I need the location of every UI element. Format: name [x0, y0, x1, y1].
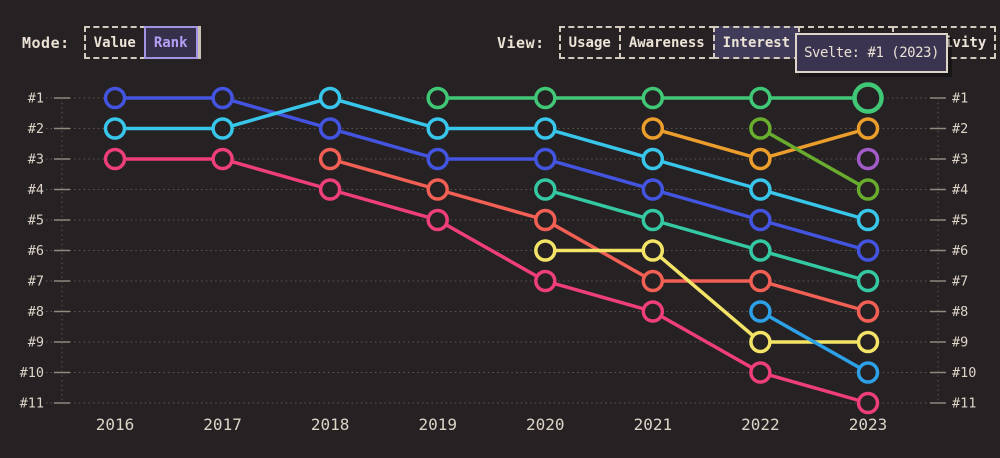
rank-label-right: #7 — [952, 274, 968, 290]
series-line-coral — [329, 157, 869, 314]
year-label: 2021 — [634, 415, 673, 434]
chart-marker[interactable] — [856, 147, 880, 171]
rank-label-left: #5 — [28, 213, 44, 229]
year-label: 2016 — [96, 415, 135, 434]
chart-marker[interactable] — [749, 208, 772, 232]
year-label: 2022 — [741, 415, 780, 434]
chart-marker[interactable] — [641, 239, 665, 262]
chart-marker[interactable] — [641, 208, 665, 232]
chart-marker[interactable] — [641, 147, 665, 171]
chart-marker[interactable] — [856, 208, 880, 232]
chart-marker[interactable] — [426, 117, 449, 140]
chart-marker[interactable] — [749, 178, 772, 201]
chart-marker[interactable] — [103, 117, 127, 140]
year-label: 2023 — [849, 415, 888, 434]
rank-label-right: #9 — [952, 335, 968, 351]
chart-marker[interactable] — [534, 147, 557, 171]
rank-label-left: #2 — [28, 121, 44, 137]
series-line-indigo — [115, 96, 869, 253]
mode-rank-button[interactable]: Rank — [143, 26, 198, 59]
chart-marker[interactable] — [856, 239, 880, 262]
chart-marker[interactable] — [641, 300, 665, 323]
rank-label-right: #10 — [952, 365, 976, 381]
chart-marker[interactable] — [426, 86, 449, 110]
chart-marker[interactable] — [534, 86, 557, 110]
chart-marker[interactable] — [856, 269, 880, 293]
chart-marker[interactable] — [318, 86, 342, 110]
chart-marker[interactable] — [749, 300, 772, 323]
rank-label-right: #6 — [952, 243, 968, 259]
chart-marker[interactable] — [426, 208, 449, 232]
chart-marker[interactable] — [641, 178, 665, 201]
chart-marker[interactable] — [856, 300, 880, 323]
view-label: View: — [497, 33, 545, 52]
rank-label-left: #10 — [20, 365, 44, 381]
chart-marker[interactable] — [749, 269, 772, 293]
rank-label-right: #3 — [952, 152, 968, 168]
rank-label-left: #7 — [28, 274, 44, 290]
chart-marker[interactable] — [318, 147, 342, 171]
year-label: 2019 — [418, 415, 457, 434]
chart-marker[interactable] — [641, 117, 665, 140]
view-usage-button[interactable]: Usage — [558, 26, 621, 59]
series-line-teal — [544, 187, 869, 283]
chart-marker[interactable] — [103, 86, 127, 110]
chart-marker[interactable] — [749, 239, 772, 262]
series-line-magenta — [115, 157, 869, 405]
mode-value-button[interactable]: Value — [83, 26, 146, 59]
rank-label-right: #11 — [952, 396, 976, 412]
chart-marker[interactable] — [641, 86, 665, 110]
rank-label-right: #4 — [952, 182, 968, 198]
rank-label-left: #11 — [20, 396, 44, 412]
chart-marker[interactable] — [856, 178, 880, 201]
year-label: 2020 — [526, 415, 565, 434]
rank-label-right: #8 — [952, 304, 968, 320]
rank-label-left: #9 — [28, 335, 44, 351]
chart-marker[interactable] — [856, 361, 880, 384]
rank-label-left: #8 — [28, 304, 44, 320]
rank-label-left: #6 — [28, 243, 44, 259]
chart-marker[interactable] — [426, 147, 449, 171]
mode-label: Mode: — [22, 33, 70, 52]
chart-marker[interactable] — [211, 117, 234, 140]
chart-marker[interactable] — [749, 361, 772, 384]
mode-control: Mode: Value Rank — [22, 26, 198, 59]
chart-marker[interactable] — [749, 330, 772, 354]
chart-marker[interactable] — [534, 269, 557, 293]
chart-marker[interactable] — [749, 147, 772, 171]
chart-marker[interactable] — [534, 178, 557, 201]
chart-marker[interactable] — [641, 269, 665, 293]
chart-marker[interactable] — [856, 117, 880, 140]
chart-marker[interactable] — [749, 117, 772, 140]
chart-marker[interactable] — [318, 117, 342, 140]
year-label: 2017 — [203, 415, 242, 434]
rank-label-right: #2 — [952, 121, 968, 137]
rank-label-right: #1 — [952, 91, 968, 107]
tooltip-text: Svelte: #1 (2023) — [804, 45, 939, 61]
rank-label-left: #4 — [28, 182, 44, 198]
view-interest-button[interactable]: Interest — [712, 26, 801, 59]
chart-marker[interactable] — [856, 391, 880, 415]
series-line-sky — [759, 309, 869, 375]
chart-tooltip: Svelte: #1 (2023) — [795, 33, 948, 73]
year-label: 2018 — [311, 415, 350, 434]
rank-label-right: #5 — [952, 213, 968, 229]
series-line-cyan — [115, 96, 869, 222]
chart-marker[interactable] — [426, 178, 449, 201]
chart-marker[interactable] — [211, 147, 234, 171]
chart-marker[interactable] — [534, 117, 557, 140]
chart-marker[interactable] — [103, 147, 127, 171]
chart-marker[interactable] — [534, 208, 557, 232]
chart-marker[interactable] — [856, 330, 880, 354]
chart-marker[interactable] — [534, 239, 557, 262]
chart-marker-highlighted[interactable] — [852, 82, 884, 114]
view-awareness-button[interactable]: Awareness — [618, 26, 715, 59]
series-line-olive — [759, 126, 869, 192]
chart-marker[interactable] — [211, 86, 234, 110]
chart-marker[interactable] — [749, 86, 772, 110]
rank-label-left: #3 — [28, 152, 44, 168]
chart-marker[interactable] — [318, 178, 342, 201]
rank-label-left: #1 — [28, 91, 44, 107]
